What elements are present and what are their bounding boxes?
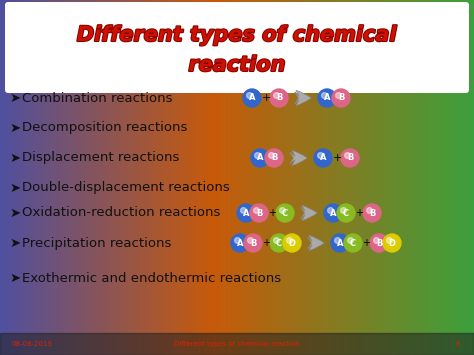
Text: Double-displacement reactions: Double-displacement reactions xyxy=(22,181,230,195)
Text: C: C xyxy=(282,208,288,218)
Circle shape xyxy=(337,204,355,222)
Circle shape xyxy=(332,89,350,107)
Circle shape xyxy=(241,208,246,213)
FancyBboxPatch shape xyxy=(5,2,469,93)
Circle shape xyxy=(270,89,288,107)
Circle shape xyxy=(243,89,261,107)
Circle shape xyxy=(247,237,254,244)
Circle shape xyxy=(363,204,381,222)
Text: A: A xyxy=(337,239,343,247)
Circle shape xyxy=(273,237,279,244)
Circle shape xyxy=(370,234,388,252)
Text: Different types of chemical: Different types of chemical xyxy=(77,25,397,45)
Circle shape xyxy=(276,204,294,222)
Text: A: A xyxy=(330,208,336,218)
Text: B: B xyxy=(250,239,256,247)
Circle shape xyxy=(246,93,252,98)
Text: ➤: ➤ xyxy=(10,92,21,104)
Circle shape xyxy=(270,234,288,252)
Text: +: + xyxy=(332,153,342,163)
Circle shape xyxy=(347,237,353,244)
Circle shape xyxy=(273,93,279,98)
Text: +: + xyxy=(268,208,276,218)
Circle shape xyxy=(283,234,301,252)
Circle shape xyxy=(287,237,292,244)
Text: A: A xyxy=(249,93,255,103)
Text: ➤: ➤ xyxy=(10,152,21,164)
Circle shape xyxy=(344,234,362,252)
Circle shape xyxy=(269,153,274,158)
Text: Oxidation-reduction reactions: Oxidation-reduction reactions xyxy=(22,207,220,219)
Circle shape xyxy=(387,237,392,244)
Text: B: B xyxy=(256,208,262,218)
Circle shape xyxy=(374,237,379,244)
Circle shape xyxy=(265,149,283,167)
Circle shape xyxy=(250,204,268,222)
Text: Different types of chemical reaction: Different types of chemical reaction xyxy=(174,341,300,347)
Text: Decomposition reactions: Decomposition reactions xyxy=(22,121,187,135)
Circle shape xyxy=(321,93,328,98)
Circle shape xyxy=(328,208,333,213)
Text: +: + xyxy=(262,238,270,248)
Circle shape xyxy=(366,208,373,213)
Text: Precipitation reactions: Precipitation reactions xyxy=(22,236,172,250)
Circle shape xyxy=(318,153,323,158)
Text: A: A xyxy=(257,153,263,163)
Text: 08-08-2019: 08-08-2019 xyxy=(12,341,53,347)
Circle shape xyxy=(254,208,259,213)
Text: +: + xyxy=(355,208,363,218)
Text: B: B xyxy=(376,239,382,247)
Circle shape xyxy=(244,234,262,252)
Text: B: B xyxy=(271,153,277,163)
Circle shape xyxy=(336,93,341,98)
Bar xyxy=(0,333,474,355)
Circle shape xyxy=(318,89,336,107)
Text: 6: 6 xyxy=(456,341,461,347)
Circle shape xyxy=(251,149,269,167)
Circle shape xyxy=(345,153,350,158)
Text: D: D xyxy=(289,239,295,247)
Text: Combination reactions: Combination reactions xyxy=(22,92,173,104)
Circle shape xyxy=(255,153,260,158)
Circle shape xyxy=(324,204,342,222)
Text: ➤: ➤ xyxy=(10,207,21,219)
Circle shape xyxy=(341,208,346,213)
Text: ➤: ➤ xyxy=(10,272,21,284)
Circle shape xyxy=(383,234,401,252)
Text: A: A xyxy=(320,153,326,163)
Text: reaction: reaction xyxy=(188,55,286,75)
Text: A: A xyxy=(324,93,330,103)
Text: B: B xyxy=(276,93,282,103)
Text: ➤: ➤ xyxy=(10,236,21,250)
Text: Exothermic and endothermic reactions: Exothermic and endothermic reactions xyxy=(22,272,281,284)
Text: A: A xyxy=(243,208,249,218)
Text: B: B xyxy=(338,93,344,103)
Text: C: C xyxy=(350,239,356,247)
Text: B: B xyxy=(369,208,375,218)
Circle shape xyxy=(341,149,359,167)
Text: Displacement reactions: Displacement reactions xyxy=(22,152,179,164)
Text: ➤: ➤ xyxy=(10,121,21,135)
Text: C: C xyxy=(343,208,349,218)
Text: +: + xyxy=(362,238,370,248)
Circle shape xyxy=(237,204,255,222)
Text: C: C xyxy=(276,239,282,247)
Text: B: B xyxy=(347,153,353,163)
Text: +: + xyxy=(261,93,271,103)
Circle shape xyxy=(331,234,349,252)
Circle shape xyxy=(280,208,285,213)
Circle shape xyxy=(314,149,332,167)
Text: A: A xyxy=(237,239,243,247)
Text: ➤: ➤ xyxy=(10,181,21,195)
Text: D: D xyxy=(389,239,395,247)
Circle shape xyxy=(235,237,240,244)
Circle shape xyxy=(335,237,340,244)
Circle shape xyxy=(231,234,249,252)
